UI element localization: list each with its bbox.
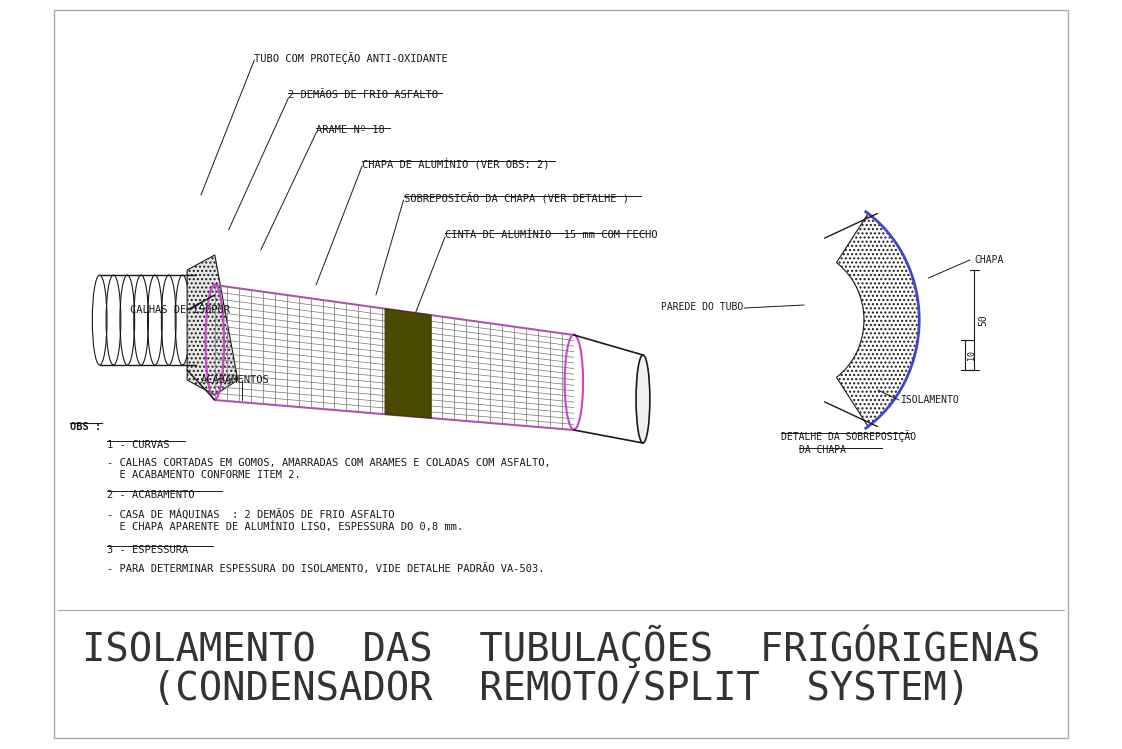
Text: ISOLAMENTO: ISOLAMENTO (901, 395, 959, 405)
Text: DA CHAPA: DA CHAPA (800, 445, 846, 455)
Text: 10: 10 (967, 350, 976, 360)
Text: CINTA DE ALUMÍNIO  15 mm COM FECHO: CINTA DE ALUMÍNIO 15 mm COM FECHO (445, 230, 657, 240)
Text: - CASA DE MÁQUINAS  : 2 DEMÃOS DE FRIO ASFALTO
  E CHAPA APARENTE DE ALUMÍNIO LI: - CASA DE MÁQUINAS : 2 DEMÃOS DE FRIO AS… (107, 508, 463, 532)
Text: DETALHE DA SOBREPOSIÇÃO: DETALHE DA SOBREPOSIÇÃO (781, 430, 917, 442)
Text: ISOLAMENTO  DAS  TUBULAÇÕES  FRIGÓRIGENAS: ISOLAMENTO DAS TUBULAÇÕES FRIGÓRIGENAS (82, 625, 1040, 669)
Text: - PARA DETERMINAR ESPESSURA DO ISOLAMENTO, VIDE DETALHE PADRÃO VA-503.: - PARA DETERMINAR ESPESSURA DO ISOLAMENT… (107, 563, 544, 574)
Text: CHAPA: CHAPA (974, 255, 1004, 265)
Text: OBS :: OBS : (71, 422, 101, 432)
Polygon shape (187, 255, 238, 395)
Text: TUBO COM PROTEÇÃO ANTI-OXIDANTE: TUBO COM PROTEÇÃO ANTI-OXIDANTE (255, 52, 448, 64)
Text: ARAME Nº 18: ARAME Nº 18 (316, 125, 385, 135)
Polygon shape (385, 309, 431, 418)
Text: ACABAMENTOS: ACABAMENTOS (201, 375, 269, 385)
Text: 2 DEMÃOS DE FRIO ASFALTO: 2 DEMÃOS DE FRIO ASFALTO (288, 90, 439, 100)
Text: 50: 50 (978, 314, 988, 326)
Text: 1 - CURVAS: 1 - CURVAS (107, 440, 169, 450)
Text: - CALHAS CORTADAS EM GOMOS, AMARRADAS COM ARAMES E COLADAS COM ASFALTO,
  E ACAB: - CALHAS CORTADAS EM GOMOS, AMARRADAS CO… (107, 458, 551, 479)
Text: (CONDENSADOR  REMOTO/SPLIT  SYSTEM): (CONDENSADOR REMOTO/SPLIT SYSTEM) (151, 670, 971, 708)
Text: CALHAS DE ISOPOR: CALHAS DE ISOPOR (130, 305, 230, 315)
Wedge shape (837, 213, 919, 426)
Text: CHAPA DE ALUMÍNIO (VER OBS: 2): CHAPA DE ALUMÍNIO (VER OBS: 2) (362, 158, 550, 169)
Ellipse shape (636, 355, 650, 443)
Text: 3 - ESPESSURA: 3 - ESPESSURA (107, 545, 188, 555)
Text: 2 - ACABAMENTO: 2 - ACABAMENTO (107, 490, 194, 500)
Text: PAREDE DO TUBO: PAREDE DO TUBO (661, 302, 744, 312)
Text: SOBREPOSICÃO DA CHAPA (VER DETALHE ): SOBREPOSICÃO DA CHAPA (VER DETALHE ) (404, 193, 628, 204)
